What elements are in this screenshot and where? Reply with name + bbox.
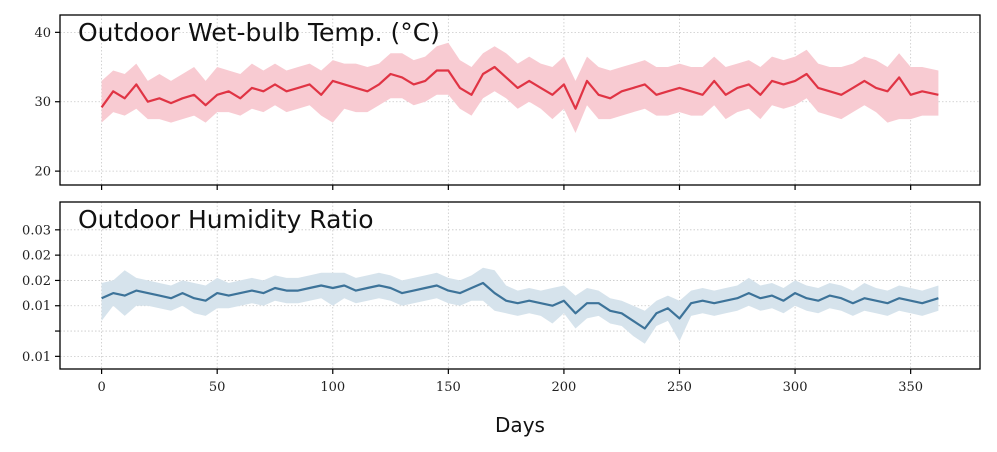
humidity-ytick-label-4: 0.02: [22, 249, 51, 264]
x-tick-label-300: 300: [783, 380, 808, 395]
x-tick-label-100: 100: [320, 380, 345, 395]
wetbulb-axes-frame: [59, 14, 981, 186]
wetbulb-range-band: [101, 42, 939, 133]
humidity-mean-line: [101, 281, 939, 330]
wetbulb-ytick-label-1: 30: [34, 95, 51, 110]
humidity-y-ticks: 0.01 0.01 0.02 0.02 0.03: [22, 223, 60, 365]
wetbulb-ytick-label-2: 40: [34, 26, 51, 41]
wetbulb-band-0: [101, 42, 939, 133]
x-tick-label-350: 350: [898, 380, 923, 395]
humidity-series-line-0: [101, 281, 939, 330]
wetbulb-mean-line: [100, 65, 939, 110]
humidity-ytick-label-5: 0.03: [22, 223, 51, 238]
wetbulb-x-ticks: [101, 185, 912, 190]
humidity-ytick-label-3: 0.02: [22, 274, 51, 289]
humidity-axes-frame: [59, 201, 981, 370]
x-tick-label-250: 250: [667, 380, 692, 395]
x-tick-label-150: 150: [436, 380, 461, 395]
x-axis-label: Days: [495, 413, 545, 437]
x-tick-label-0: 0: [97, 380, 105, 395]
wetbulb-series-line-0: [100, 65, 939, 110]
x-tick-label-200: 200: [552, 380, 577, 395]
wetbulb-panel: 20 30 40 Outdoor Wet-bulb Temp. (°C): [34, 14, 981, 190]
wetbulb-ytick-label-0: 20: [34, 165, 51, 180]
humidity-ytick-label-0: 0.01: [22, 350, 51, 365]
humidity-panel: 0 50 100 150 200 250 300 350 0.010.010.020.020.…: [22, 201, 981, 395]
x-tick-label-50: 50: [209, 380, 226, 395]
humidity-ytick-label-2: 0.01: [22, 299, 51, 314]
wetbulb-y-ticks: 20 30 40: [34, 26, 60, 180]
wetbulb-title: Outdoor Wet-bulb Temp. (°C): [78, 18, 440, 47]
humidity-title: Outdoor Humidity Ratio: [78, 205, 374, 234]
humidity-x-ticks: 0 50 100 150 200 250 300 350: [97, 369, 923, 395]
